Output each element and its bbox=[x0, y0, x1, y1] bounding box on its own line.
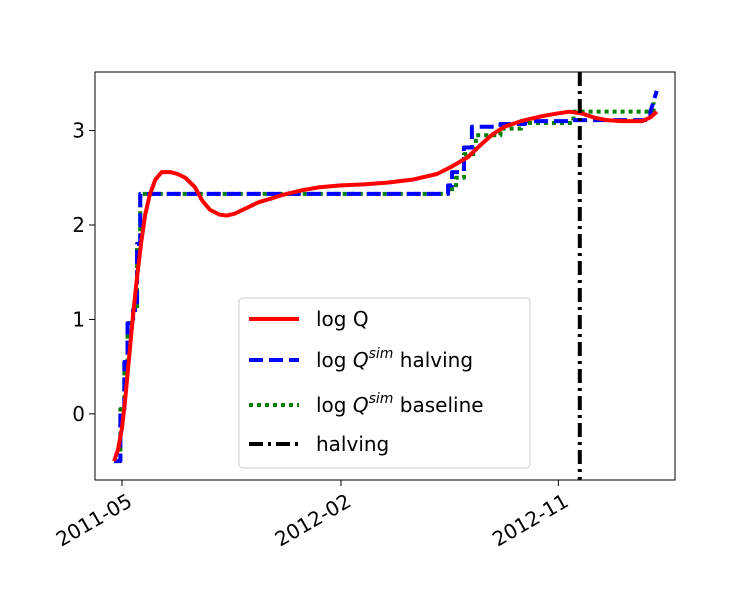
legend-label-baseline-sim: log Qsim baseline bbox=[316, 391, 484, 417]
y-tick-label: 2 bbox=[72, 213, 85, 237]
legend-label-halving-event: halving bbox=[316, 432, 389, 456]
legend: log Q log Qsim halving log Qsim baseline… bbox=[238, 297, 531, 469]
legend-label-halving-sim-prefix: log bbox=[316, 348, 353, 372]
x-tick-label: 2012-02 bbox=[271, 489, 355, 552]
series-line-logq bbox=[112, 109, 659, 462]
y-tick-label: 3 bbox=[72, 119, 85, 143]
y-axis: 0 1 2 3 bbox=[72, 119, 95, 426]
x-axis: 2011-05 2012-02 2012-11 bbox=[52, 480, 572, 552]
y-tick-label: 1 bbox=[72, 307, 85, 331]
legend-label-halving-sim-q: Q bbox=[353, 348, 369, 372]
legend-label-baseline-sim-q: Q bbox=[353, 393, 369, 417]
plot-frame bbox=[94, 71, 676, 481]
legend-label-halving-sim-sup: sim bbox=[369, 346, 394, 362]
x-tick-label: 2011-05 bbox=[52, 489, 136, 552]
legend-label-logq: log Q bbox=[316, 307, 369, 331]
legend-label-baseline-sim-suffix: baseline bbox=[393, 393, 483, 417]
legend-label-baseline-sim-prefix: log bbox=[316, 393, 353, 417]
legend-label-baseline-sim-sup: sim bbox=[369, 391, 394, 407]
x-tick-label: 2012-11 bbox=[488, 489, 572, 552]
y-tick-label: 0 bbox=[72, 402, 85, 426]
legend-box bbox=[238, 297, 531, 469]
legend-label-halving-sim-suffix: halving bbox=[393, 348, 473, 372]
series-layer bbox=[112, 90, 659, 464]
legend-label-halving-sim: log Qsim halving bbox=[316, 346, 473, 372]
